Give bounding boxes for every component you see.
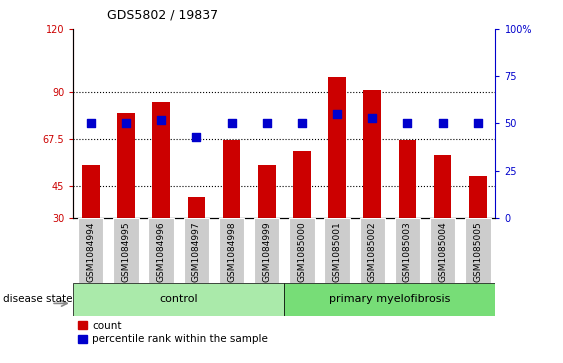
Text: GSM1085005: GSM1085005 [473,221,482,282]
Bar [82,166,100,218]
Text: GSM1085000: GSM1085000 [297,221,306,282]
Bar [187,197,205,218]
Legend: count, percentile rank within the sample: count, percentile rank within the sample [78,321,268,344]
FancyBboxPatch shape [78,218,104,283]
Text: primary myelofibrosis: primary myelofibrosis [329,294,450,305]
Text: GSM1084998: GSM1084998 [227,221,236,282]
Bar [364,90,381,218]
FancyBboxPatch shape [184,218,209,283]
FancyBboxPatch shape [149,218,174,283]
FancyBboxPatch shape [360,218,385,283]
Text: GSM1084996: GSM1084996 [157,221,166,282]
Bar [469,176,486,218]
FancyBboxPatch shape [465,218,490,283]
FancyBboxPatch shape [324,218,350,283]
Point [262,121,271,126]
Point [122,121,131,126]
Point [368,115,377,121]
Point [473,121,482,126]
Point [438,121,447,126]
Point [86,121,95,126]
FancyBboxPatch shape [430,218,455,283]
FancyBboxPatch shape [219,218,244,283]
Bar [223,140,240,218]
Bar [434,155,452,218]
Text: GSM1084999: GSM1084999 [262,221,271,282]
FancyBboxPatch shape [284,283,495,316]
FancyBboxPatch shape [289,218,315,283]
Text: GSM1084997: GSM1084997 [192,221,201,282]
Point [157,117,166,123]
Bar [117,113,135,218]
Point [192,134,201,139]
Bar [153,102,170,218]
Text: GSM1085004: GSM1085004 [438,221,447,282]
Bar [328,77,346,218]
Text: GSM1085003: GSM1085003 [403,221,412,282]
Bar [293,151,311,218]
Point [403,121,412,126]
Bar [258,166,275,218]
Text: control: control [159,294,198,305]
FancyBboxPatch shape [73,283,284,316]
Text: GSM1085002: GSM1085002 [368,221,377,282]
Text: disease state: disease state [3,294,72,305]
FancyBboxPatch shape [254,218,279,283]
Bar [399,140,416,218]
Point [333,111,342,117]
FancyBboxPatch shape [395,218,420,283]
Point [297,121,306,126]
Text: GSM1085001: GSM1085001 [333,221,342,282]
Point [227,121,236,126]
Text: GDS5802 / 19837: GDS5802 / 19837 [107,9,218,22]
Text: GSM1084995: GSM1084995 [122,221,131,282]
Text: GSM1084994: GSM1084994 [86,221,95,282]
FancyBboxPatch shape [113,218,138,283]
